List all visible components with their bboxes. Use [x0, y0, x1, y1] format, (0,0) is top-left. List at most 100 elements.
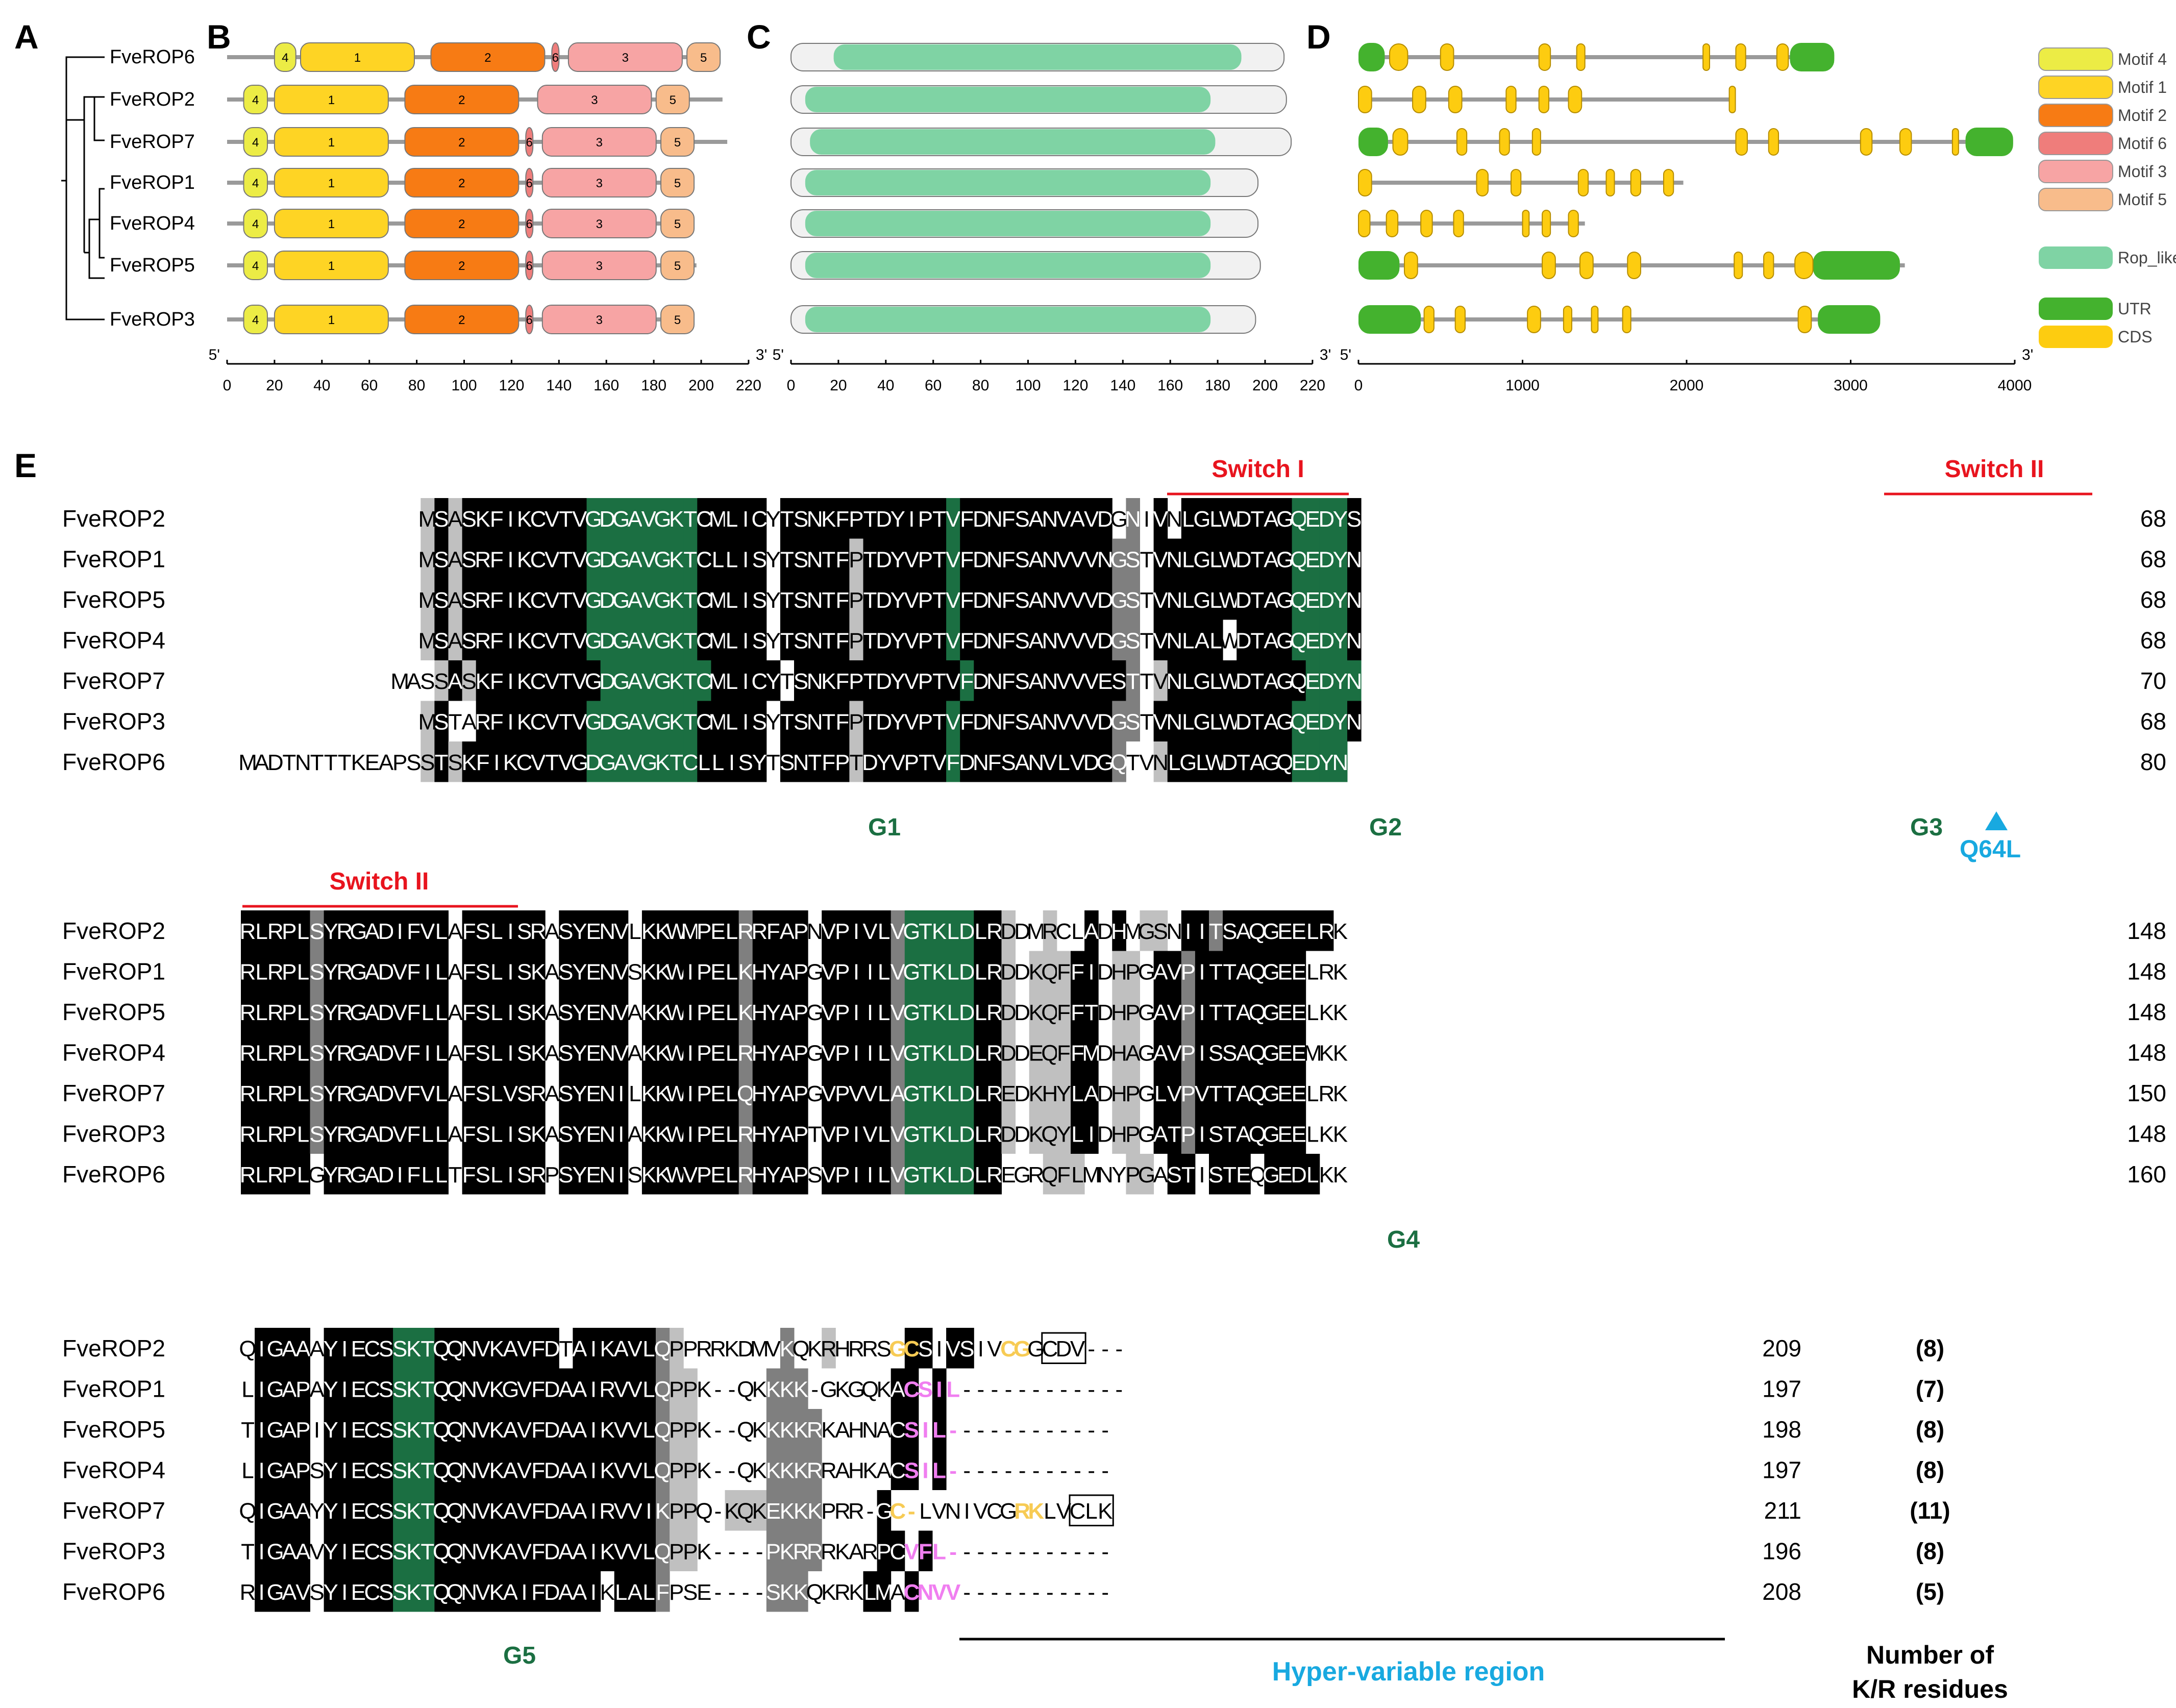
residue: S [379, 1336, 393, 1362]
residue: A [1029, 588, 1044, 613]
residue: S [420, 669, 435, 694]
residue-shade [656, 951, 670, 992]
residue: V [641, 628, 657, 653]
residue: D [1097, 507, 1114, 532]
residue-shade [1056, 498, 1071, 539]
residue: T [559, 1336, 573, 1362]
residue-shade [1264, 951, 1278, 992]
residue-shade [1153, 620, 1168, 660]
residue: G [350, 1041, 367, 1066]
residue: V [517, 1539, 532, 1564]
residue: A [1153, 1041, 1168, 1066]
residue: - [258, 709, 265, 734]
residue: R [848, 1499, 864, 1524]
legend-motif-label: Motif 3 [2118, 162, 2167, 181]
axis-tick-label: 40 [313, 377, 330, 394]
kr-count: (8) [1916, 1456, 1944, 1483]
residue: - [300, 547, 307, 572]
alignment-gene-name: FveROP4 [62, 1039, 165, 1066]
residue-shade [476, 620, 490, 660]
residue-shade [573, 992, 587, 1032]
motif-2-box [404, 209, 520, 238]
axis-tick-label: 220 [736, 377, 761, 394]
residue: G [654, 669, 671, 694]
residue: - [341, 628, 349, 653]
cds-block [1622, 306, 1631, 333]
residue-shade [1237, 660, 1251, 701]
residue-shade [752, 741, 767, 782]
residue-shade [351, 1032, 366, 1073]
residue: N [986, 628, 1003, 653]
axis-3prime-label: 3' [2022, 346, 2033, 363]
residue: T [919, 1041, 932, 1066]
residue: V [545, 588, 560, 613]
residue: D [959, 1162, 975, 1187]
residue-shade [738, 951, 753, 992]
residue-shade [517, 741, 532, 782]
residue: P [1181, 959, 1196, 984]
residue: S [1125, 547, 1140, 572]
cds-block [1420, 210, 1433, 237]
residue: D [959, 1000, 975, 1025]
residue-shade [1015, 660, 1030, 701]
residue: V [1084, 628, 1099, 653]
residue-shade [1319, 701, 1334, 741]
residue: H [1042, 1081, 1058, 1106]
residue: L [642, 1458, 655, 1483]
residue: G [654, 628, 671, 653]
residue: K [1319, 1000, 1334, 1025]
residue: D [267, 750, 284, 775]
axis-tick-label: 0 [223, 377, 232, 394]
motif-number: 1 [328, 136, 335, 150]
residue: G [585, 507, 602, 532]
residue: D [1304, 750, 1321, 775]
residue-shade [641, 660, 656, 701]
residue: I [590, 1539, 597, 1564]
residue: L [932, 1539, 946, 1564]
residue-shade [974, 498, 988, 539]
residue: - [714, 1580, 722, 1605]
residue: S [517, 1000, 532, 1025]
g1-label: G1 [868, 814, 901, 841]
residue: T [1250, 507, 1264, 532]
residue: G [612, 709, 630, 734]
residue: K [780, 1580, 795, 1605]
residue-shade [476, 660, 490, 701]
motif-number: 2 [458, 259, 465, 273]
residue: G [1193, 709, 1210, 734]
residue: L [642, 1377, 655, 1402]
residue: V [946, 588, 961, 613]
residue: - [714, 1418, 722, 1443]
motif-number: 6 [526, 177, 533, 190]
residue: C [696, 547, 712, 572]
residue: - [908, 1499, 916, 1524]
residue: I [590, 1458, 597, 1483]
residue: Q [239, 1336, 256, 1362]
residue: K [517, 507, 532, 532]
residue: A [309, 1377, 325, 1402]
residue: F [835, 547, 849, 572]
residue: - [258, 669, 265, 694]
residue: N [1346, 547, 1363, 572]
residue: T [932, 547, 946, 572]
residue-shade [476, 951, 490, 992]
residue: I [687, 1041, 694, 1066]
residue: Q [1276, 750, 1294, 775]
residue: I [687, 1122, 694, 1147]
residue-shade [974, 741, 988, 782]
motif-5-box [660, 251, 695, 280]
residue-shade [1126, 579, 1140, 620]
residue: I [1199, 1162, 1205, 1187]
residue-shade [1112, 741, 1126, 782]
residue-shade [1209, 538, 1223, 579]
residue-shade [752, 620, 767, 660]
cds-block [1386, 210, 1399, 237]
residue-shade [489, 910, 504, 951]
residue: I [507, 919, 513, 944]
residue-shade [1153, 579, 1168, 620]
residue-shade [476, 992, 490, 1032]
residue: K [1319, 1122, 1334, 1147]
residue: P [835, 1000, 850, 1025]
residue: K [780, 1377, 795, 1402]
